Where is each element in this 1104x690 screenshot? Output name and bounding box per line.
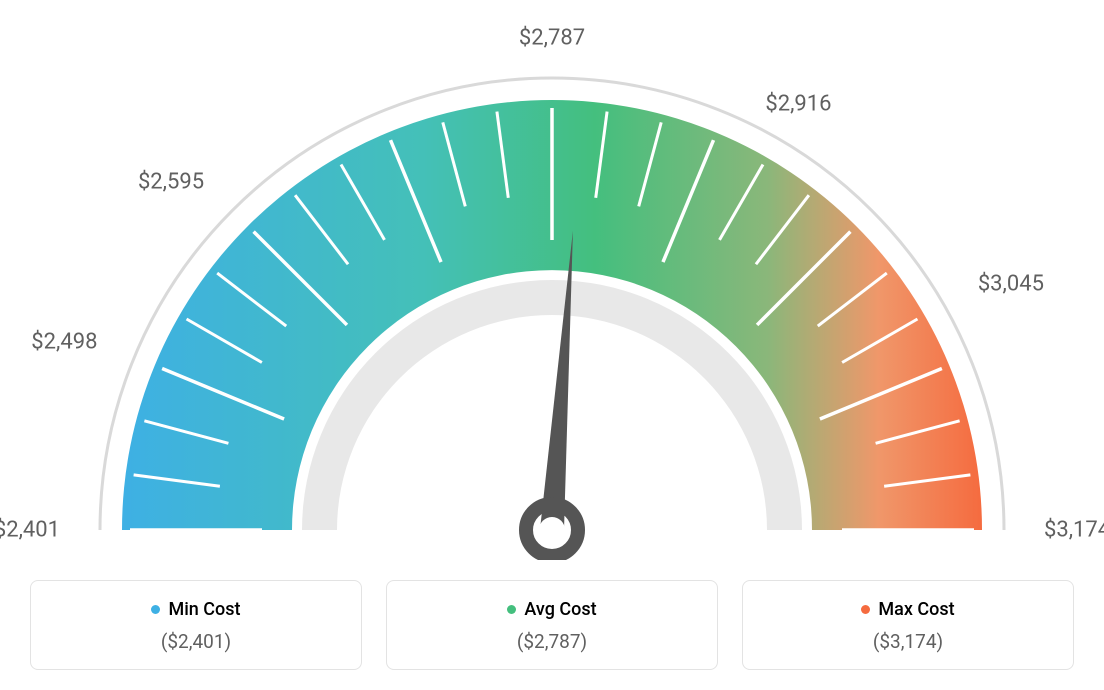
- tick-label-5: $3,045: [978, 271, 1044, 296]
- legend-title-max: Max Cost: [861, 599, 954, 620]
- legend-label-avg: Avg Cost: [524, 599, 596, 620]
- legend-dot-min: [151, 605, 160, 614]
- legend-label-max: Max Cost: [878, 599, 954, 620]
- legend-card-min: Min Cost ($2,401): [30, 580, 362, 670]
- legend-title-min: Min Cost: [151, 599, 240, 620]
- tick-label-2: $2,595: [138, 170, 204, 195]
- tick-label-1: $2,498: [31, 329, 97, 354]
- tick-label-4: $2,916: [765, 92, 831, 117]
- legend-label-min: Min Cost: [168, 599, 240, 620]
- legend-value-max: ($3,174): [753, 630, 1063, 653]
- tick-label-0: $2,401: [0, 518, 60, 543]
- tick-label-6: $3,174: [1044, 518, 1104, 543]
- legend-value-avg: ($2,787): [397, 630, 707, 653]
- legend-dot-max: [861, 605, 870, 614]
- legend-title-avg: Avg Cost: [507, 599, 596, 620]
- legend-card-max: Max Cost ($3,174): [742, 580, 1074, 670]
- legend-row: Min Cost ($2,401) Avg Cost ($2,787) Max …: [30, 580, 1074, 670]
- gauge-svg: [22, 20, 1082, 560]
- gauge-chart: $2,401$2,498$2,595$2,787$2,916$3,045$3,1…: [22, 20, 1082, 560]
- tick-label-3: $2,787: [519, 26, 585, 51]
- legend-card-avg: Avg Cost ($2,787): [386, 580, 718, 670]
- legend-value-min: ($2,401): [41, 630, 351, 653]
- legend-dot-avg: [507, 605, 516, 614]
